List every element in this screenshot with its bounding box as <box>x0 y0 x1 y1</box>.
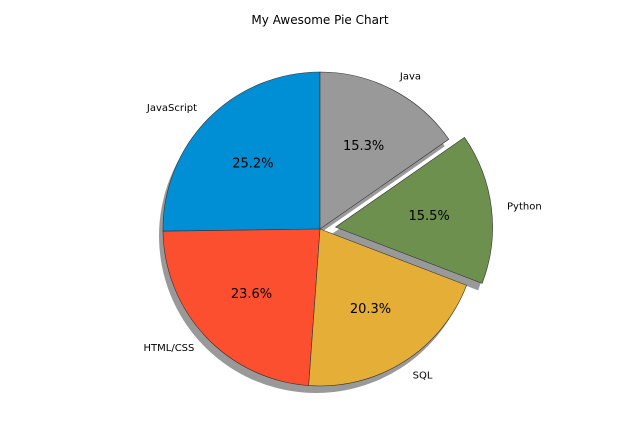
pct-label-html-css: 23.6% <box>231 287 272 302</box>
slices <box>162 71 493 387</box>
pct-label-sql: 20.3% <box>350 302 391 317</box>
slice-label-python: Python <box>507 202 542 213</box>
slice-labels: 25.2% JavaScript 23.6% HTML/CSS 20.3% SQL 15.5… <box>144 71 542 381</box>
pct-label-python: 15.5% <box>408 209 449 224</box>
slice-label-html-css: HTML/CSS <box>144 343 195 354</box>
pct-label-java: 15.3% <box>343 139 384 154</box>
slice-java <box>319 71 450 230</box>
pct-label-javascript: 25.2% <box>232 156 273 171</box>
slice-label-javascript: JavaScript <box>146 103 197 114</box>
slice-javascript <box>162 71 321 232</box>
slice-html-css <box>162 228 321 386</box>
slice-label-java: Java <box>399 71 421 82</box>
slice-label-sql: SQL <box>413 370 433 381</box>
chart-title: My Awesome Pie Chart <box>251 13 388 27</box>
slice-python <box>334 136 493 284</box>
slice-sql <box>308 228 467 387</box>
